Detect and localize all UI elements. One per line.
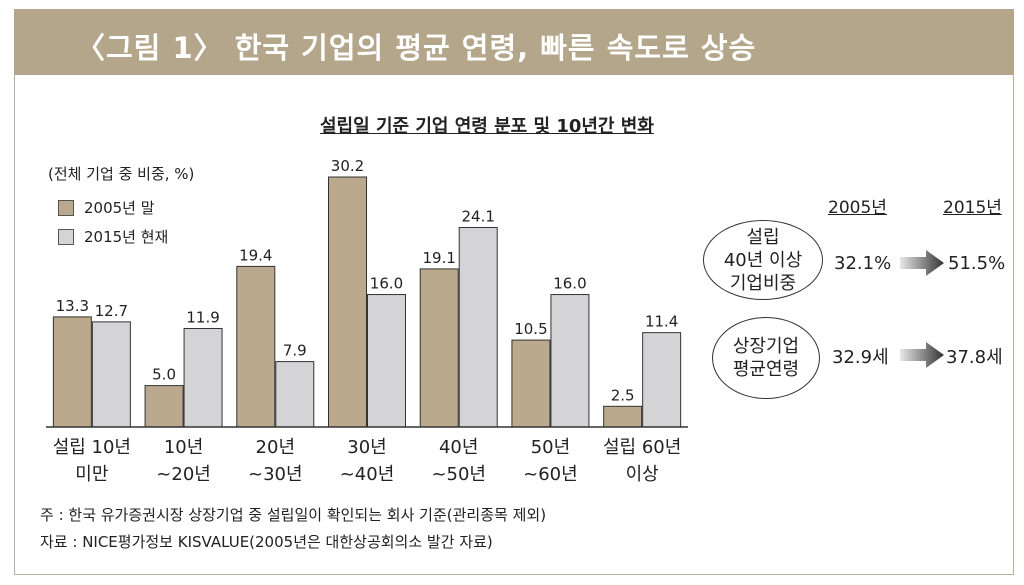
bar-2015-5 xyxy=(550,294,590,428)
right-arrow-icon xyxy=(900,342,944,368)
comparison-header-2015: 2015년 xyxy=(943,198,1002,218)
category-label-4-1: ~50년 xyxy=(431,464,486,485)
value-label-2005-0: 13.3 xyxy=(56,297,89,315)
footnote: 주 : 한국 유가증권시장 상장기업 중 설립일이 확인되는 회사 기준(관리종… xyxy=(40,506,547,524)
value-label-2015-5: 16.0 xyxy=(553,275,586,293)
bar-2015-1 xyxy=(183,327,223,428)
right-arrow-icon xyxy=(900,250,944,276)
listed-firm-age-2005: 32.9세 xyxy=(832,347,889,368)
category-label-5-1: ~60년 xyxy=(523,464,578,485)
bar-2015-6 xyxy=(642,332,682,428)
comparison-header-2005: 2005년 xyxy=(828,198,887,218)
chart-title: 설립일 기준 기업 연령 분포 및 10년간 변화 xyxy=(320,116,654,137)
legend-item-2015: 2015년 현재 xyxy=(58,226,168,247)
value-label-2015-2: 7.9 xyxy=(283,342,307,360)
figure-title: 〈그림 1〉 한국 기업의 평균 연령, 빠른 속도로 상승 xyxy=(76,31,757,65)
bar-2015-2 xyxy=(275,361,315,428)
old-firm-share-2015: 51.5% xyxy=(948,253,1006,274)
unit-label: (전체 기업 중 비중, %) xyxy=(48,165,195,183)
bar-2005-5 xyxy=(511,339,551,428)
bar-2005-3 xyxy=(328,176,367,428)
listed-firm-age-2015: 37.8세 xyxy=(946,347,1003,368)
bar-2015-3 xyxy=(367,294,406,428)
bar-2015-0 xyxy=(91,321,131,428)
category-label-2-0: 20년 xyxy=(256,437,295,458)
bar-2015-4 xyxy=(458,226,498,428)
value-label-2015-0: 12.7 xyxy=(95,302,128,320)
legend-label-2005: 2005년 말 xyxy=(84,199,155,217)
category-label-0-0: 설립 10년 xyxy=(53,437,131,458)
legend-swatch-2015 xyxy=(58,228,74,245)
category-label-2-1: ~30년 xyxy=(248,464,303,485)
value-label-2015-6: 11.4 xyxy=(645,313,678,331)
bar-2005-1 xyxy=(144,385,184,428)
category-label-0-1: 미만 xyxy=(75,464,108,485)
bar-2005-6 xyxy=(603,405,643,428)
value-label-2005-2: 19.4 xyxy=(239,246,272,264)
value-label-2015-3: 16.0 xyxy=(370,275,403,293)
title-banner: 〈그림 1〉 한국 기업의 평균 연령, 빠른 속도로 상승 xyxy=(14,9,1014,75)
value-label-2005-4: 19.1 xyxy=(423,249,456,267)
bar-2005-2 xyxy=(236,265,276,428)
legend-swatch-2005 xyxy=(58,199,74,216)
figure-frame xyxy=(14,75,1014,575)
category-label-5-0: 50년 xyxy=(531,437,570,458)
value-label-2005-5: 10.5 xyxy=(514,320,547,338)
category-label-6-0: 설립 60년 xyxy=(603,437,681,458)
bar-2005-4 xyxy=(419,268,459,428)
category-label-3-1: ~40년 xyxy=(340,464,395,485)
old-firm-share-2005: 32.1% xyxy=(834,253,892,274)
comparison-label-listed-firm-age: 상장기업 평균연령 xyxy=(712,317,820,399)
category-label-6-1: 이상 xyxy=(626,464,659,485)
bar-2005-0 xyxy=(52,316,92,428)
category-label-4-0: 40년 xyxy=(439,437,478,458)
source-note: 자료 : NICE평가정보 KISVALUE(2005년은 대한상공회의소 발간… xyxy=(40,533,493,551)
legend-label-2015: 2015년 현재 xyxy=(84,228,169,246)
value-label-2015-4: 24.1 xyxy=(462,207,495,225)
legend-item-2005: 2005년 말 xyxy=(58,197,155,218)
comparison-label-old-firm-share: 설립 40년 이상 기업비중 xyxy=(703,220,823,300)
value-label-2005-6: 2.5 xyxy=(611,386,635,404)
category-label-1-1: ~20년 xyxy=(156,464,211,485)
value-label-2005-3: 30.2 xyxy=(331,157,364,175)
category-label-1-0: 10년 xyxy=(164,437,203,458)
category-label-3-0: 30년 xyxy=(347,437,386,458)
value-label-2005-1: 5.0 xyxy=(152,366,176,384)
value-label-2015-1: 11.9 xyxy=(186,308,219,326)
